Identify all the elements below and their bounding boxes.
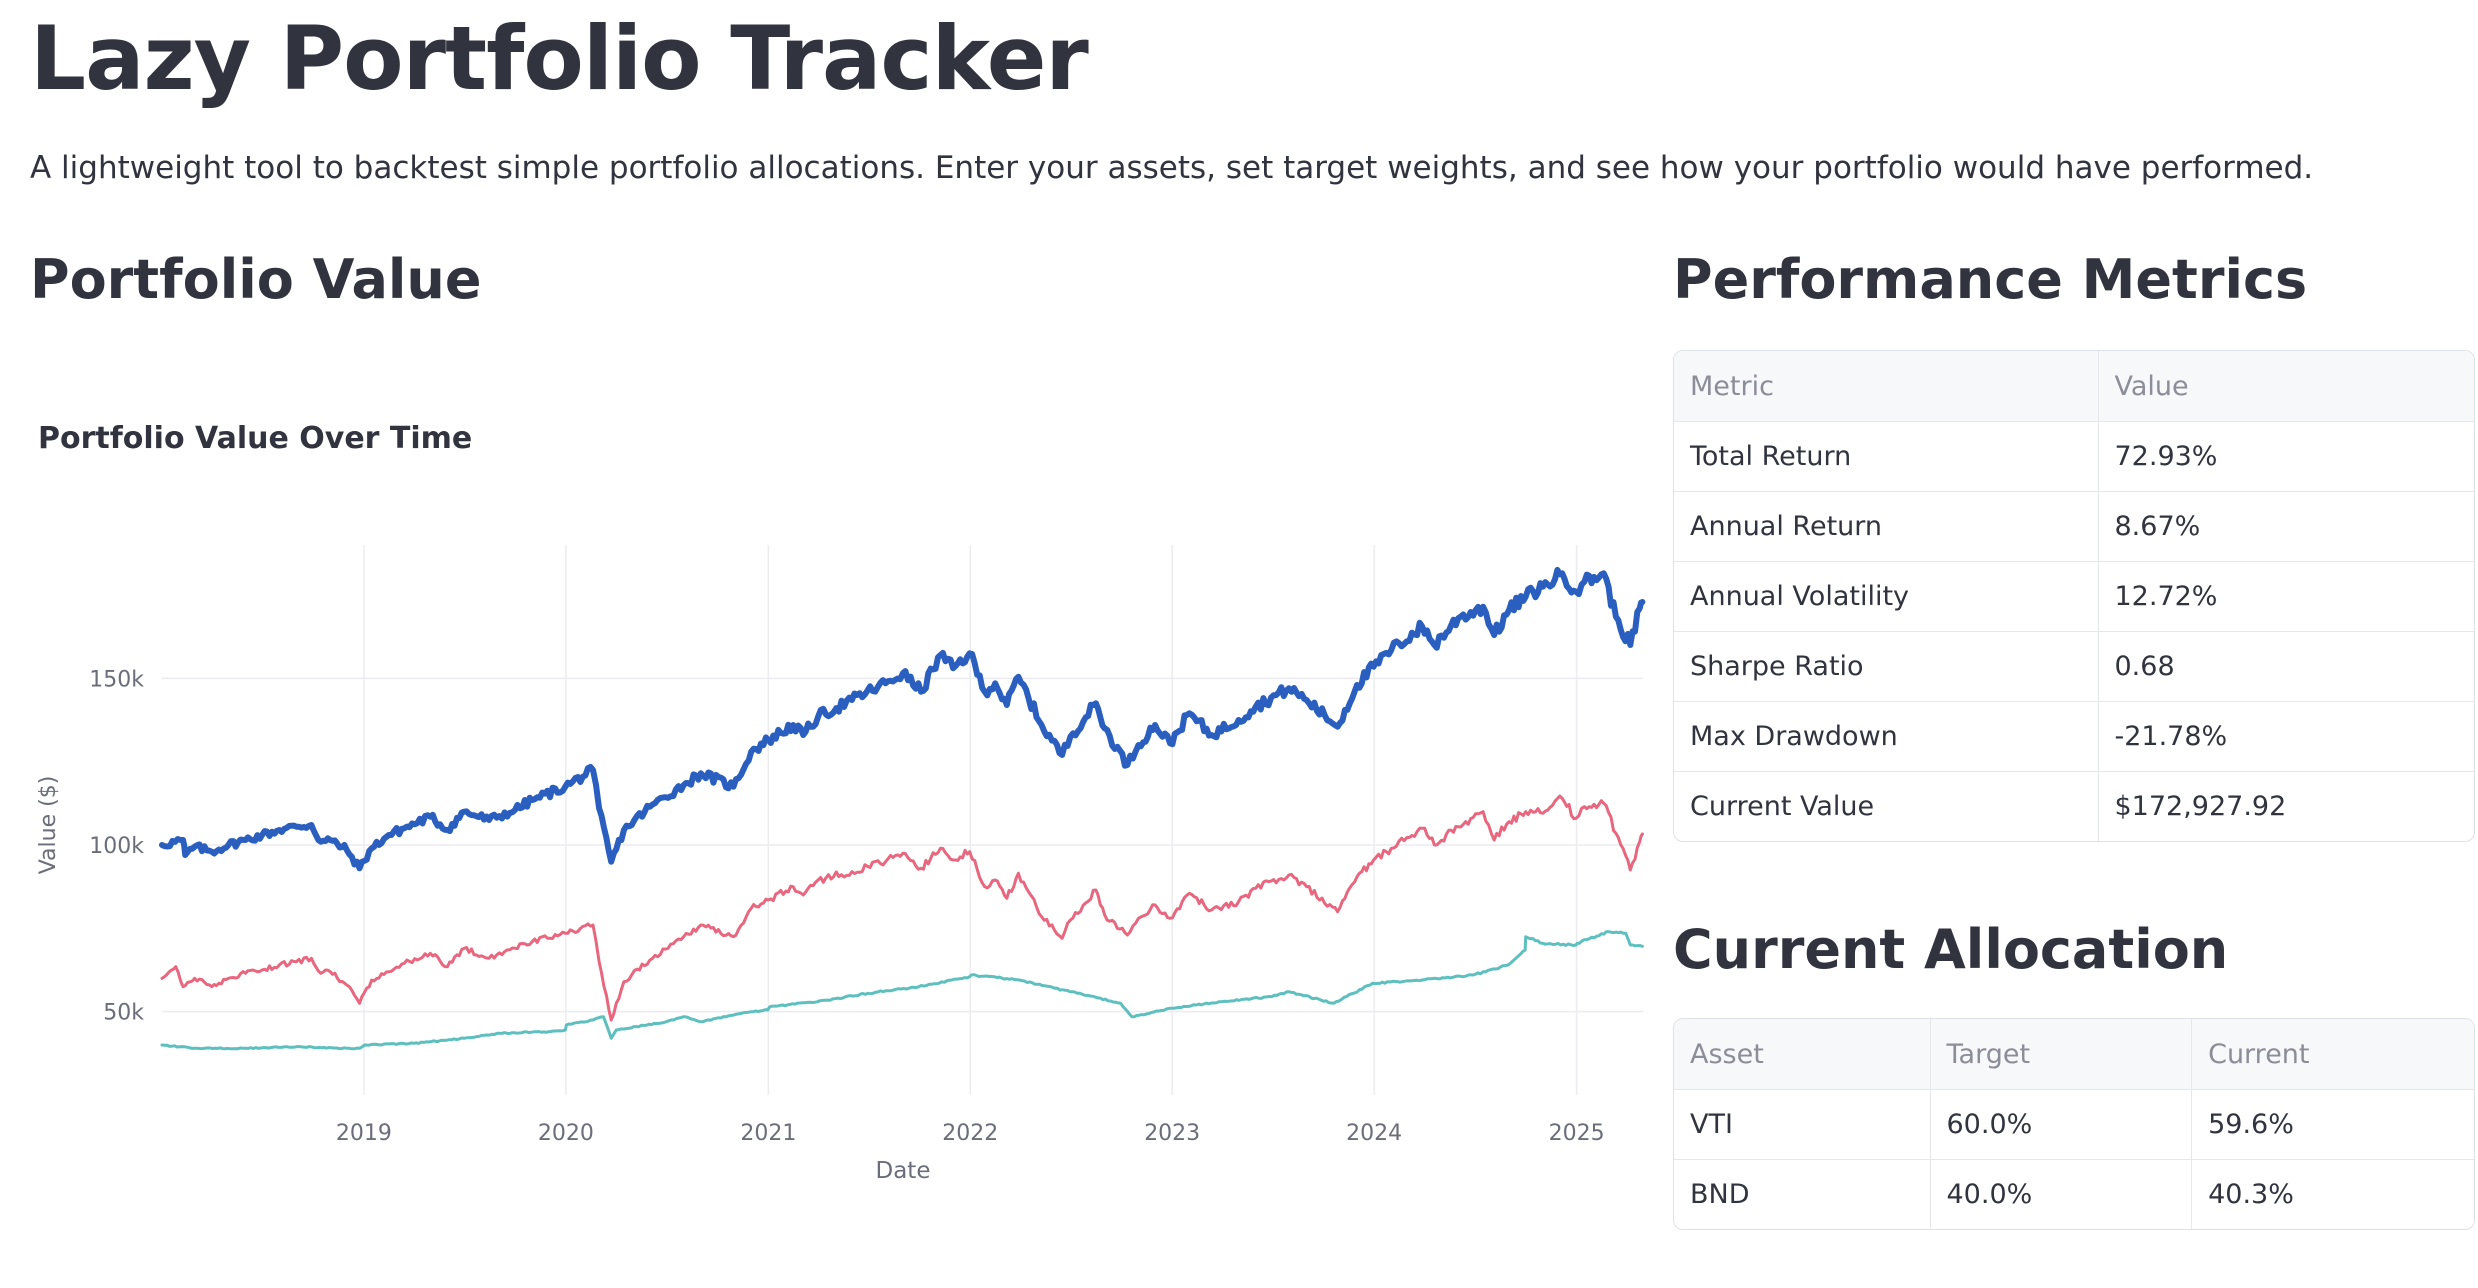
- y-tick-label: 100k: [89, 834, 144, 859]
- column-header-target[interactable]: Target: [1930, 1019, 2193, 1090]
- portfolio-value-heading: Portfolio Value: [30, 248, 482, 311]
- metric-value: 12.72%: [2098, 561, 2474, 632]
- current-allocation-table: Asset Target Current VTI 60.0% 59.6% BND…: [1673, 1018, 2475, 1230]
- page-title: Lazy Portfolio Tracker: [30, 7, 1089, 110]
- y-axis-title: Value ($): [36, 776, 61, 875]
- page-description: A lightweight tool to backtest simple po…: [30, 150, 2314, 186]
- x-tick-label: 2024: [1346, 1121, 1402, 1146]
- metric-value: 8.67%: [2098, 491, 2474, 562]
- performance-metrics-table: Metric Value Total Return 72.93% Annual …: [1673, 350, 2475, 842]
- chart-series-group: [159, 566, 1646, 1051]
- table-row: Sharpe Ratio 0.68: [1674, 631, 2474, 702]
- series-line-3[interactable]: [160, 930, 1644, 1051]
- x-tick-label: 2023: [1144, 1121, 1200, 1146]
- metric-name: Max Drawdown: [1674, 701, 2099, 772]
- x-tick-label: 2025: [1549, 1121, 1605, 1146]
- metric-value: -21.78%: [2098, 701, 2474, 772]
- x-tick-label: 2020: [538, 1121, 594, 1146]
- asset-ticker: BND: [1674, 1159, 1931, 1229]
- y-axis-ticks: 50k 100k 150k: [89, 667, 144, 1025]
- table-row: Current Value $172,927.92: [1674, 771, 2474, 841]
- asset-target: 60.0%: [1930, 1089, 2193, 1160]
- asset-target: 40.0%: [1930, 1159, 2193, 1229]
- metric-value: $172,927.92: [2114, 791, 2287, 822]
- metric-name: Annual Volatility: [1674, 561, 2099, 632]
- series-line-2[interactable]: [160, 794, 1644, 1022]
- metric-name: Total Return: [1674, 421, 2099, 492]
- column-header-metric[interactable]: Metric: [1674, 351, 2099, 422]
- metric-name: Sharpe Ratio: [1674, 631, 2099, 702]
- y-tick-label: 50k: [103, 1001, 144, 1026]
- x-tick-label: 2019: [336, 1121, 392, 1146]
- table-row: Annual Return 8.67%: [1674, 491, 2474, 562]
- metric-name: Annual Return: [1674, 491, 2099, 562]
- metric-value: 0.68: [2098, 631, 2474, 702]
- x-tick-label: 2022: [942, 1121, 998, 1146]
- x-axis-title: Date: [876, 1158, 931, 1184]
- metric-value: 72.93%: [2098, 421, 2474, 492]
- table-row: Total Return 72.93%: [1674, 421, 2474, 492]
- column-header-asset[interactable]: Asset: [1674, 1019, 1931, 1090]
- table-row: BND 40.0% 40.3%: [1674, 1159, 2474, 1229]
- asset-current: 40.3%: [2208, 1179, 2294, 1210]
- column-header-value[interactable]: Value: [2098, 351, 2474, 422]
- table-row: Max Drawdown -21.78%: [1674, 701, 2474, 772]
- asset-current: 59.6%: [2191, 1089, 2474, 1160]
- x-axis-ticks: 2019 2020 2021 2022 2023 2024 2025: [336, 1121, 1605, 1146]
- y-tick-label: 150k: [89, 667, 144, 692]
- table-header-row: Metric Value: [1674, 351, 2474, 422]
- x-tick-label: 2021: [740, 1121, 796, 1146]
- table-row: VTI 60.0% 59.6%: [1674, 1089, 2474, 1160]
- current-allocation-heading: Current Allocation: [1673, 918, 2229, 981]
- column-header-current[interactable]: Current: [2191, 1019, 2474, 1090]
- table-header-row: Asset Target Current: [1674, 1019, 2474, 1090]
- asset-ticker: VTI: [1674, 1089, 1931, 1160]
- table-row: Annual Volatility 12.72%: [1674, 561, 2474, 632]
- performance-metrics-heading: Performance Metrics: [1673, 248, 2308, 311]
- series-line-1[interactable]: [159, 566, 1646, 872]
- chart-title: Portfolio Value Over Time: [38, 421, 472, 456]
- portfolio-value-chart[interactable]: Portfolio Value Over Time 2019 2020 2021 20…: [0, 370, 1660, 1210]
- metric-name: Current Value: [1674, 771, 2099, 841]
